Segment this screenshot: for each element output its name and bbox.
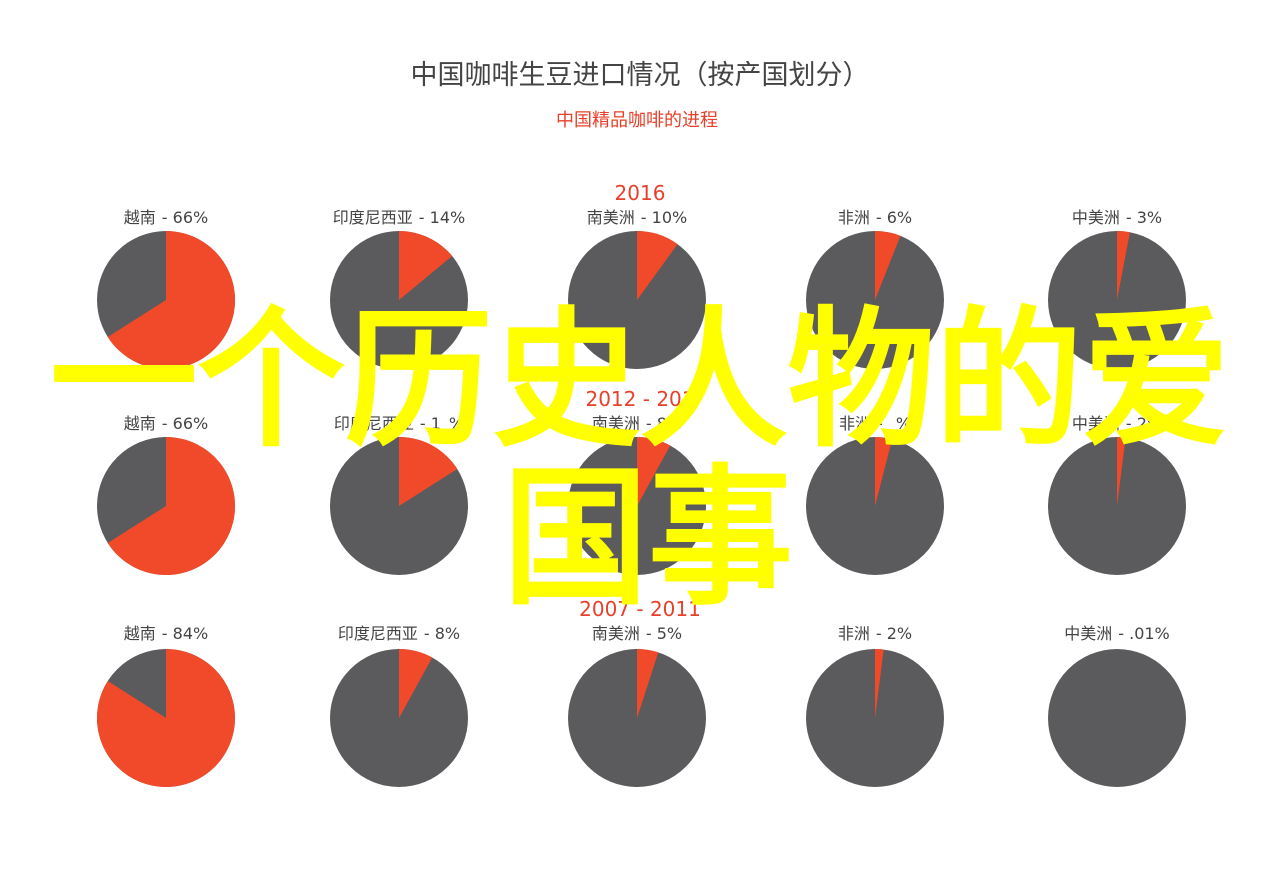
share-value: - 8% bbox=[646, 414, 682, 433]
pie-slice bbox=[1117, 436, 1126, 506]
pie-label: 越南 - 84% bbox=[124, 624, 208, 643]
pie-label: 非洲 - 2% bbox=[838, 624, 912, 643]
country-name: 南美洲 bbox=[592, 624, 640, 643]
share-value: - 8% bbox=[424, 624, 460, 643]
country-name: 越南 bbox=[124, 208, 156, 227]
pie-slice bbox=[637, 436, 671, 506]
pie-label: 印度尼西亚 - 14% bbox=[333, 208, 465, 227]
pie-label: 非洲 - 6% bbox=[838, 208, 912, 227]
country-name: 印度尼西亚 bbox=[338, 624, 418, 643]
share-value: - 66% bbox=[162, 208, 208, 227]
pie-slice bbox=[1117, 231, 1130, 300]
country-name: 中美洲 bbox=[1064, 624, 1112, 643]
pie-slice bbox=[875, 231, 901, 300]
pie-label: 南美洲 - 10% bbox=[587, 208, 687, 227]
share-value: - .01% bbox=[1118, 624, 1170, 643]
pie-label: 越南 - 66% bbox=[124, 414, 208, 433]
share-value: - _% bbox=[877, 414, 911, 434]
country-name: 印度尼西亚 bbox=[334, 414, 414, 433]
share-value: - 2% bbox=[876, 624, 912, 643]
pie-label: 非洲 - _% bbox=[839, 414, 911, 434]
pie-label: 南美洲 - 5% bbox=[592, 624, 682, 643]
country-name: 非洲 bbox=[839, 414, 871, 433]
country-name: 中美洲 bbox=[1072, 208, 1120, 227]
pie-label: 中美洲 - .01% bbox=[1064, 624, 1170, 643]
pie-rows: 2016 越南 - 66% 印度尼西亚 - 14% 南美洲 - 10% 非洲 - 6% 中美洲 - … bbox=[96, 181, 1186, 787]
share-value: - 84% bbox=[162, 624, 208, 643]
pie-slice bbox=[96, 649, 235, 787]
share-value: - 2% bbox=[1126, 414, 1162, 433]
share-value: - 14% bbox=[419, 208, 465, 227]
period-label: 2012 - 201 bbox=[585, 387, 694, 411]
country-name: 南美洲 bbox=[592, 414, 640, 433]
pie-slice bbox=[107, 231, 235, 369]
country-name: 南美洲 bbox=[587, 208, 635, 227]
share-value: - 5% bbox=[646, 624, 682, 643]
pie-label: 印度尼西亚 - 1_% bbox=[334, 414, 464, 434]
country-name: 印度尼西亚 bbox=[333, 208, 413, 227]
country-name: 非洲 bbox=[838, 624, 870, 643]
share-value: - 3% bbox=[1126, 208, 1162, 227]
pie-slice bbox=[637, 649, 659, 718]
pie-label: 中美洲 - 3% bbox=[1072, 208, 1162, 227]
country-name: 非洲 bbox=[838, 208, 870, 227]
pie-label: 中美洲 - 2% bbox=[1072, 414, 1162, 433]
pie-slice bbox=[107, 437, 235, 575]
share-value: - 1_% bbox=[420, 414, 464, 434]
share-value: - 66% bbox=[162, 414, 208, 433]
pie-label: 越南 - 66% bbox=[124, 208, 208, 227]
share-value: - 6% bbox=[876, 208, 912, 227]
country-name: 越南 bbox=[124, 414, 156, 433]
country-name: 越南 bbox=[124, 624, 156, 643]
period-label: 2007 - 2011 bbox=[579, 597, 701, 621]
pie-slice bbox=[399, 437, 458, 506]
chart-title: 中国咖啡生豆进口情况（按产国划分） bbox=[411, 60, 870, 91]
pie-slice bbox=[399, 649, 433, 718]
pie-slice bbox=[875, 437, 893, 506]
country-name: 中美洲 bbox=[1072, 414, 1120, 433]
pie-label: 南美洲 - 8% bbox=[592, 414, 682, 433]
pie-slice bbox=[637, 231, 678, 300]
chart-subtitle: 中国精品咖啡的进程 bbox=[556, 110, 718, 131]
pie-label: 印度尼西亚 - 8% bbox=[338, 624, 460, 643]
pie-slice bbox=[399, 231, 453, 300]
period-label: 2016 bbox=[615, 181, 666, 205]
share-value: - 10% bbox=[641, 208, 687, 227]
pie-slice bbox=[875, 649, 884, 718]
